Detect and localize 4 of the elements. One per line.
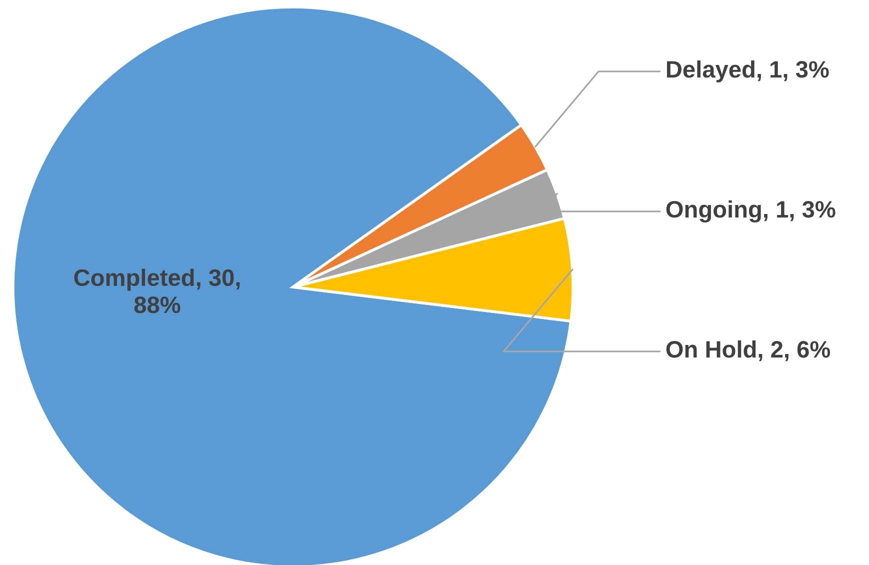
slice-label: Completed, 30, 88% — [74, 268, 240, 314]
slice-label: Ongoing, 1, 3% — [666, 200, 836, 222]
slice-label: On Hold, 2, 6% — [666, 340, 830, 362]
slice-label: Delayed, 1, 3% — [666, 60, 829, 82]
